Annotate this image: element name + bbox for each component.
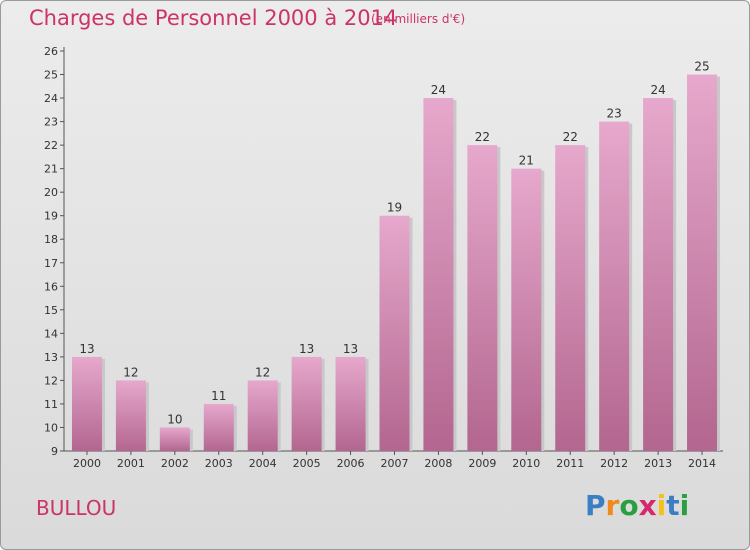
y-tick-label: 15 bbox=[44, 304, 58, 317]
x-tick-label-2008: 2008 bbox=[424, 457, 452, 470]
bar-2005 bbox=[291, 356, 322, 451]
y-tick-label: 24 bbox=[44, 92, 58, 105]
x-tick-label-2002: 2002 bbox=[161, 457, 189, 470]
data-label-2010: 21 bbox=[519, 154, 534, 168]
y-tick-label: 26 bbox=[44, 45, 58, 58]
y-tick-label: 12 bbox=[44, 374, 58, 387]
y-tick-label: 19 bbox=[44, 210, 58, 223]
logo-letter: P bbox=[585, 489, 606, 522]
data-label-2001: 12 bbox=[123, 365, 138, 379]
y-tick-label: 10 bbox=[44, 421, 58, 434]
x-tick-label-2013: 2013 bbox=[644, 457, 672, 470]
bar-2002 bbox=[159, 427, 190, 451]
commune-name: BULLOU bbox=[36, 496, 117, 520]
y-tick-label: 18 bbox=[44, 233, 58, 246]
data-label-2014: 25 bbox=[694, 60, 709, 74]
data-labels: 13 12 10 11 12 13 13 19 24 22 21 22 23 24 25 bbox=[79, 60, 709, 427]
bar-2008 bbox=[423, 98, 454, 451]
x-tick-label-2009: 2009 bbox=[468, 457, 496, 470]
logo-letter: t bbox=[666, 489, 680, 522]
data-label-2008: 24 bbox=[431, 83, 446, 97]
bar-2001 bbox=[115, 380, 146, 451]
data-label-2005: 13 bbox=[299, 342, 314, 356]
x-tick-label-2000: 2000 bbox=[73, 457, 101, 470]
data-label-2012: 23 bbox=[607, 107, 622, 121]
bar-2003 bbox=[203, 403, 234, 451]
x-tick-label-2011: 2011 bbox=[556, 457, 584, 470]
x-tick-label-2014: 2014 bbox=[688, 457, 716, 470]
x-tick-label-2012: 2012 bbox=[600, 457, 628, 470]
x-tick-label-2006: 2006 bbox=[337, 457, 365, 470]
data-label-2009: 22 bbox=[475, 130, 490, 144]
data-label-2000: 13 bbox=[79, 342, 94, 356]
y-tick-label: 20 bbox=[44, 186, 58, 199]
bar-2007 bbox=[379, 215, 410, 451]
logo-letter: i bbox=[656, 489, 667, 522]
axes: 9 10 11 12 13 14 15 16 17 18 19 20 21 22 23 24 25 26 2000 2… bbox=[44, 45, 723, 470]
x-tick-label-2004: 2004 bbox=[249, 457, 277, 470]
chart-title: Charges de Personnel 2000 à 2014 bbox=[29, 6, 398, 30]
y-tick-label: 13 bbox=[44, 351, 58, 364]
data-label-2003: 11 bbox=[211, 389, 226, 403]
bar-2006 bbox=[335, 356, 366, 451]
bar-2004 bbox=[247, 380, 278, 451]
logo-letter: r bbox=[605, 489, 620, 522]
bar-2013 bbox=[643, 98, 674, 451]
bar-2009 bbox=[467, 145, 498, 451]
data-label-2007: 19 bbox=[387, 201, 402, 215]
x-tick-label-2007: 2007 bbox=[381, 457, 409, 470]
bar-2012 bbox=[599, 121, 630, 452]
y-tick-label: 23 bbox=[44, 116, 58, 129]
y-tick-label: 17 bbox=[44, 257, 58, 270]
logo-letter: o bbox=[619, 489, 639, 522]
logo-letter: x bbox=[638, 489, 657, 522]
y-tick-label: 22 bbox=[44, 139, 58, 152]
data-label-2006: 13 bbox=[343, 342, 358, 356]
bar-2011 bbox=[555, 145, 586, 451]
x-tick-label-2001: 2001 bbox=[117, 457, 145, 470]
chart-unit: (en milliers d'€) bbox=[371, 12, 466, 26]
y-tick-label: 11 bbox=[44, 398, 58, 411]
proxiti-logo[interactable]: Proxiti bbox=[585, 489, 689, 522]
bar-2014 bbox=[687, 74, 718, 451]
data-label-2004: 12 bbox=[255, 365, 270, 379]
x-tick-label-2003: 2003 bbox=[205, 457, 233, 470]
bar-2010 bbox=[511, 168, 542, 451]
y-tick-label: 14 bbox=[44, 327, 58, 340]
y-tick-label: 21 bbox=[44, 163, 58, 176]
y-tick-label: 9 bbox=[51, 445, 58, 458]
data-label-2011: 22 bbox=[563, 130, 578, 144]
data-label-2013: 24 bbox=[650, 83, 665, 97]
bar-2000 bbox=[71, 356, 102, 451]
y-tick-label: 25 bbox=[44, 69, 58, 82]
y-tick-label: 16 bbox=[44, 280, 58, 293]
bars bbox=[71, 74, 721, 452]
x-tick-label-2005: 2005 bbox=[293, 457, 321, 470]
logo-letter: i bbox=[679, 489, 690, 522]
data-label-2002: 10 bbox=[167, 412, 182, 426]
x-tick-label-2010: 2010 bbox=[512, 457, 540, 470]
